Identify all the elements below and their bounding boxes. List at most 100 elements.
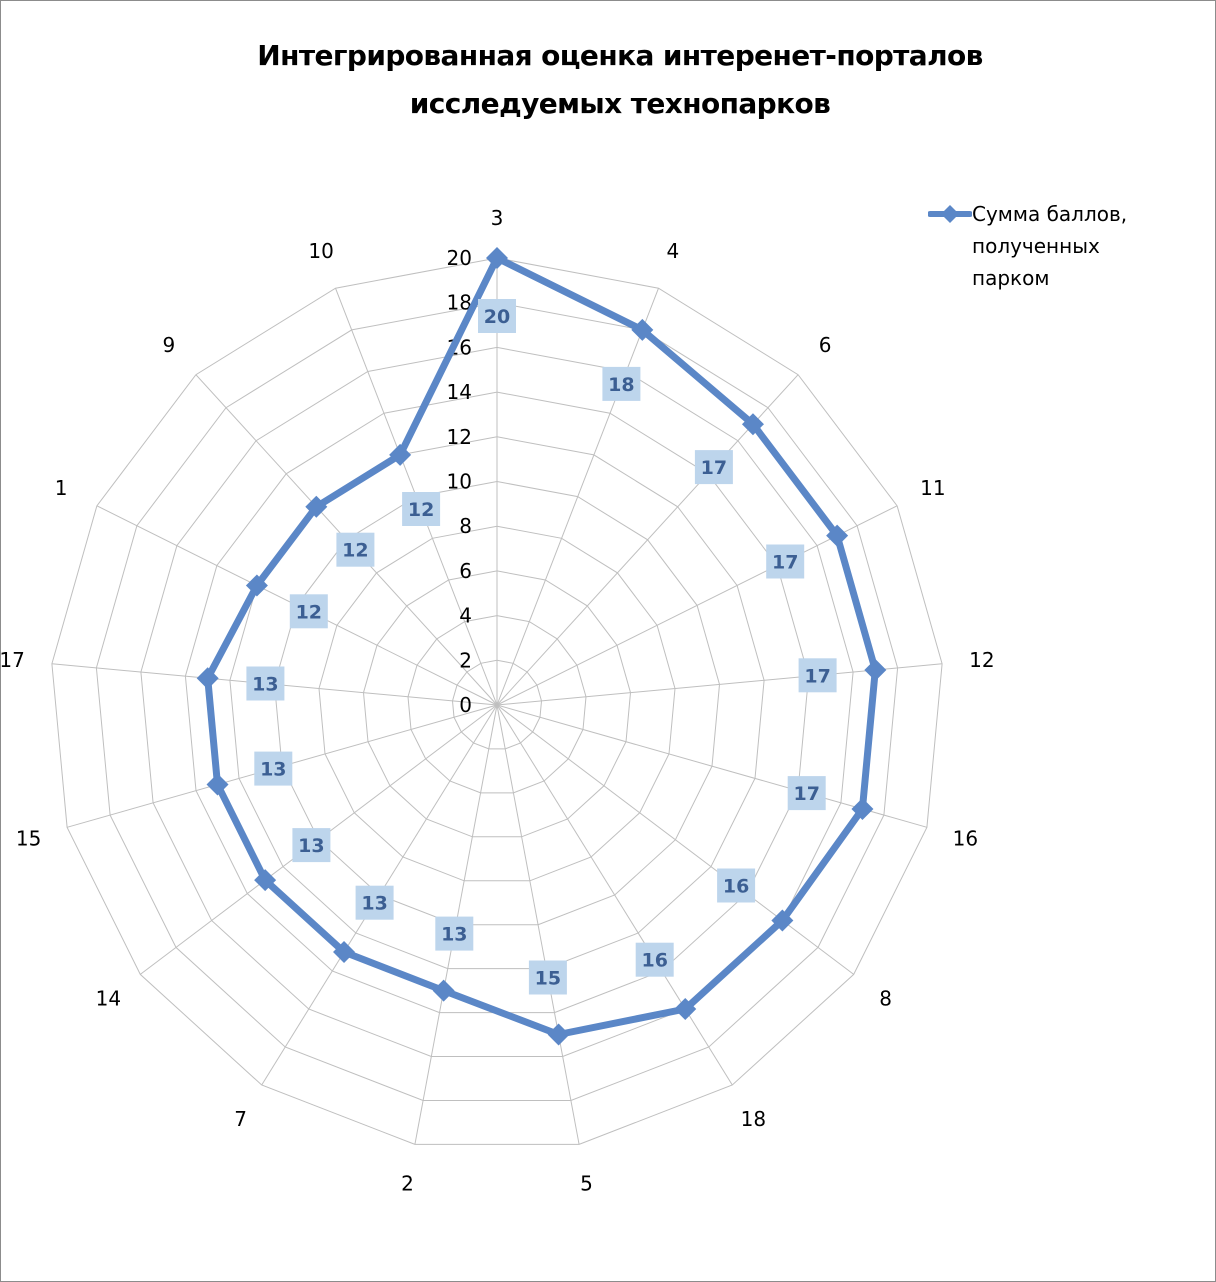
data-label-box: [787, 776, 826, 811]
grid-spoke: [496, 288, 659, 706]
data-point: [674, 998, 697, 1021]
grid-spoke: [496, 704, 733, 1086]
data-label-box: [246, 666, 285, 701]
axis-tick-label: 8: [459, 514, 472, 538]
data-point: [864, 658, 887, 681]
legend-diamond: [941, 205, 959, 223]
category-label: 9: [163, 333, 176, 357]
grid-ring: [407, 615, 587, 794]
data-point: [486, 247, 508, 269]
data-label-box: [478, 299, 516, 333]
data-label-box: [402, 492, 441, 526]
data-label: 13: [252, 674, 278, 696]
data-label: 17: [701, 457, 727, 479]
category-label: 1: [55, 476, 68, 500]
data-label: 18: [608, 374, 634, 396]
grid-ring: [318, 525, 676, 882]
axis-tick-label: 6: [459, 559, 472, 583]
data-point: [333, 941, 356, 964]
category-label: 17: [0, 648, 25, 672]
data-point: [432, 979, 455, 1002]
data-point: [771, 909, 794, 932]
chart-title: Интегрированная оценка интеренет-портало…: [0, 32, 1216, 128]
grid-ring: [140, 346, 854, 1057]
data-point: [547, 1023, 570, 1046]
radar-grid: [51, 257, 943, 1145]
legend-series-marker: [928, 205, 972, 223]
data-point: [305, 495, 328, 518]
category-label: 3: [491, 206, 504, 230]
data-label: 16: [641, 950, 667, 972]
data-label: 13: [298, 835, 324, 857]
category-label: 14: [96, 987, 121, 1011]
data-point: [851, 797, 874, 820]
radar-series: [196, 247, 887, 1046]
data-label-box: [635, 942, 674, 977]
data-label-box: [289, 594, 328, 629]
category-label: 10: [308, 239, 333, 263]
data-label: 17: [793, 783, 819, 805]
data-label: 17: [772, 552, 798, 574]
grid-spoke: [496, 704, 580, 1145]
category-label: 12: [969, 648, 994, 672]
data-label-box: [292, 828, 331, 863]
category-label: 2: [401, 1172, 414, 1196]
data-point: [254, 869, 277, 892]
radar-data-labels: 20 18 17 17 17 17 16 16 15 13 13 13 13 13 12 12 12: [246, 299, 837, 995]
axis-tick-label: 10: [447, 470, 472, 494]
category-label: 8: [879, 987, 892, 1011]
data-label-box: [717, 868, 756, 903]
category-label: 15: [16, 826, 41, 850]
data-label-box: [766, 544, 805, 579]
data-point: [631, 318, 654, 341]
category-label: 7: [234, 1107, 247, 1131]
data-label-box: [528, 960, 567, 995]
data-label-box: [435, 916, 474, 951]
data-point: [389, 443, 412, 466]
grid-ring: [362, 570, 632, 838]
data-label: 13: [361, 893, 387, 915]
data-label: 20: [484, 306, 510, 328]
grid-ring: [51, 257, 943, 1145]
data-point: [196, 667, 219, 690]
axis-tick-label: 2: [459, 648, 472, 672]
data-label-box: [798, 658, 837, 693]
data-label: 12: [296, 601, 322, 623]
data-label-box: [355, 885, 394, 920]
data-label-box: [336, 532, 375, 567]
category-label: 6: [819, 333, 832, 357]
data-point: [245, 574, 268, 597]
category-label: 16: [953, 826, 978, 850]
data-label: 17: [804, 665, 830, 687]
axis-tick-label: 4: [459, 604, 472, 628]
axis-tick-label: 12: [447, 425, 472, 449]
data-point: [741, 413, 764, 436]
data-label: 12: [342, 540, 368, 562]
data-label: 15: [535, 968, 561, 990]
legend-series-label: Сумма баллов, полученных парком: [972, 202, 1128, 290]
data-label-box: [694, 450, 733, 485]
category-label: 11: [920, 476, 945, 500]
data-label-box: [254, 751, 293, 786]
category-label: 4: [667, 239, 680, 263]
data-label: 16: [723, 876, 749, 898]
data-point: [826, 524, 849, 547]
chart-title-line-2: исследуемых технопарков: [409, 87, 831, 120]
data-point: [206, 773, 229, 796]
axis-tick-label: 20: [447, 246, 472, 270]
data-label: 13: [260, 759, 286, 781]
chart-title-line-1: Интегрированная оценка интеренет-портало…: [257, 39, 983, 72]
series-line: [204, 254, 879, 1038]
grid-spoke: [496, 704, 855, 975]
grid-ring: [451, 659, 543, 750]
category-label: 18: [741, 1107, 766, 1131]
data-label: 12: [408, 499, 434, 521]
category-label: 5: [580, 1172, 593, 1196]
grid-ring: [95, 302, 899, 1101]
data-label: 13: [441, 924, 467, 946]
axis-tick-label: 14: [447, 380, 472, 404]
